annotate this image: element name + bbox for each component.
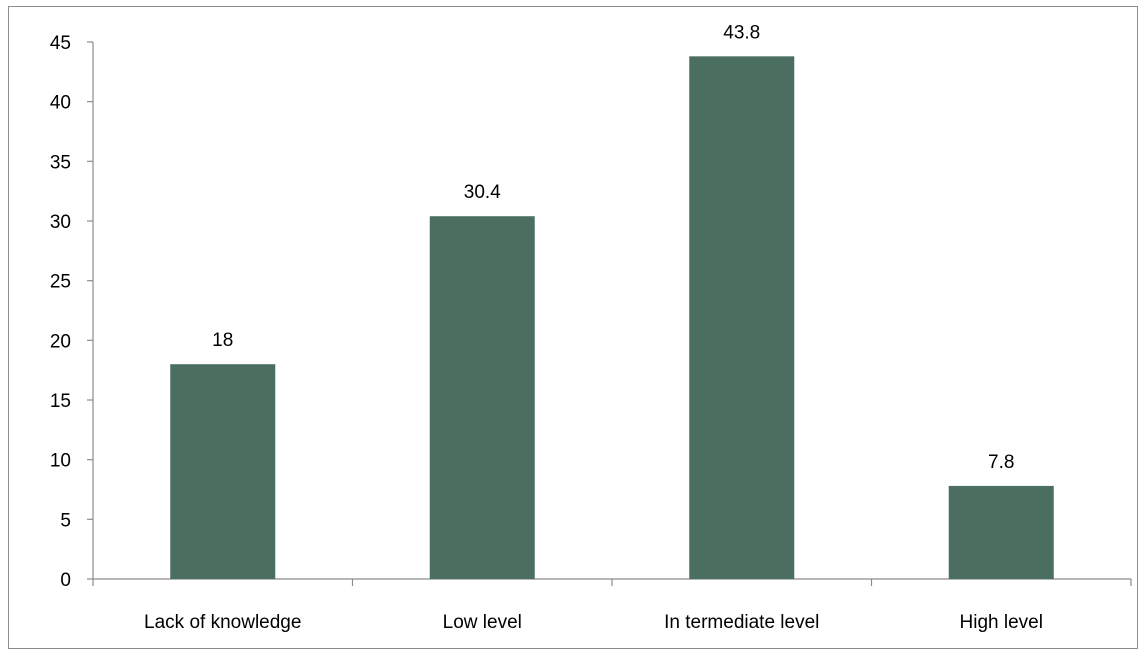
data-label: 43.8	[723, 22, 760, 43]
x-tick-label: Lack of knowledge	[144, 612, 301, 633]
x-tick-label: High level	[960, 612, 1043, 633]
y-axis: 0 5 10 15 20 25 30 35 40 45	[50, 33, 94, 591]
data-labels: 18 30.4 43.8 7.8	[212, 22, 1014, 473]
bar	[170, 364, 276, 579]
y-tick-label: 35	[50, 152, 71, 173]
y-tick-label: 5	[60, 510, 71, 531]
y-tick-label: 25	[50, 272, 71, 293]
data-label: 30.4	[464, 182, 501, 203]
x-tick-label: In termediate level	[664, 612, 819, 633]
x-tick-label: Low level	[443, 612, 522, 633]
data-label: 7.8	[988, 452, 1014, 473]
bar	[948, 485, 1054, 579]
bar	[429, 216, 535, 579]
y-tick-label: 30	[50, 212, 71, 233]
y-tick-label: 20	[50, 331, 71, 352]
y-tick-label: 45	[50, 33, 71, 54]
bar	[689, 56, 795, 579]
y-tick-label: 10	[50, 451, 71, 472]
data-label: 18	[212, 330, 233, 351]
bars	[170, 56, 1054, 579]
y-tick-label: 40	[50, 93, 71, 114]
y-tick-label: 15	[50, 391, 71, 412]
y-tick-label: 0	[60, 570, 71, 591]
x-axis: Lack of knowledge Low level In termediate …	[92, 578, 1132, 633]
